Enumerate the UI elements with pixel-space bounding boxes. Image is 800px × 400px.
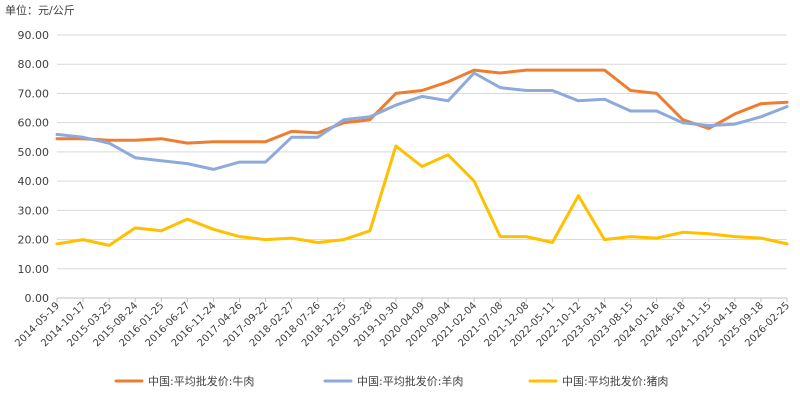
legend-label-3: 中国:平均批发价:猪肉 <box>562 374 668 388</box>
series-line-2 <box>55 71 789 171</box>
y-tick-label: 0.00 <box>25 292 50 305</box>
legend-label-1: 中国:平均批发价:牛肉 <box>148 374 254 388</box>
x-axis-ticks: 2014-05-192014-10-172015-03-252015-08-24… <box>13 298 792 349</box>
grid <box>57 34 787 299</box>
series-line-1 <box>55 68 789 145</box>
y-tick-label: 60.00 <box>18 117 50 130</box>
unit-label: 单位：元/公斤 <box>5 3 75 17</box>
y-tick-label: 10.00 <box>18 263 50 276</box>
series-lines <box>55 68 789 247</box>
y-tick-label: 50.00 <box>18 146 50 159</box>
y-tick-label: 70.00 <box>18 87 50 100</box>
y-tick-label: 20.00 <box>18 234 50 247</box>
legend-label-2: 中国:平均批发价:羊肉 <box>357 374 463 388</box>
series-line-3 <box>55 144 789 247</box>
y-axis-ticks: 0.00 10.00 20.00 30.00 40.00 50.00 60.00 70.00 8… <box>18 29 50 305</box>
y-tick-label: 90.00 <box>18 29 50 42</box>
y-tick-label: 80.00 <box>18 58 50 71</box>
legend: 中国:平均批发价:牛肉 中国:平均批发价:羊肉 中国:平均批发价:猪肉 <box>114 374 668 388</box>
y-tick-label: 40.00 <box>18 175 50 188</box>
y-tick-label: 30.00 <box>18 204 50 217</box>
